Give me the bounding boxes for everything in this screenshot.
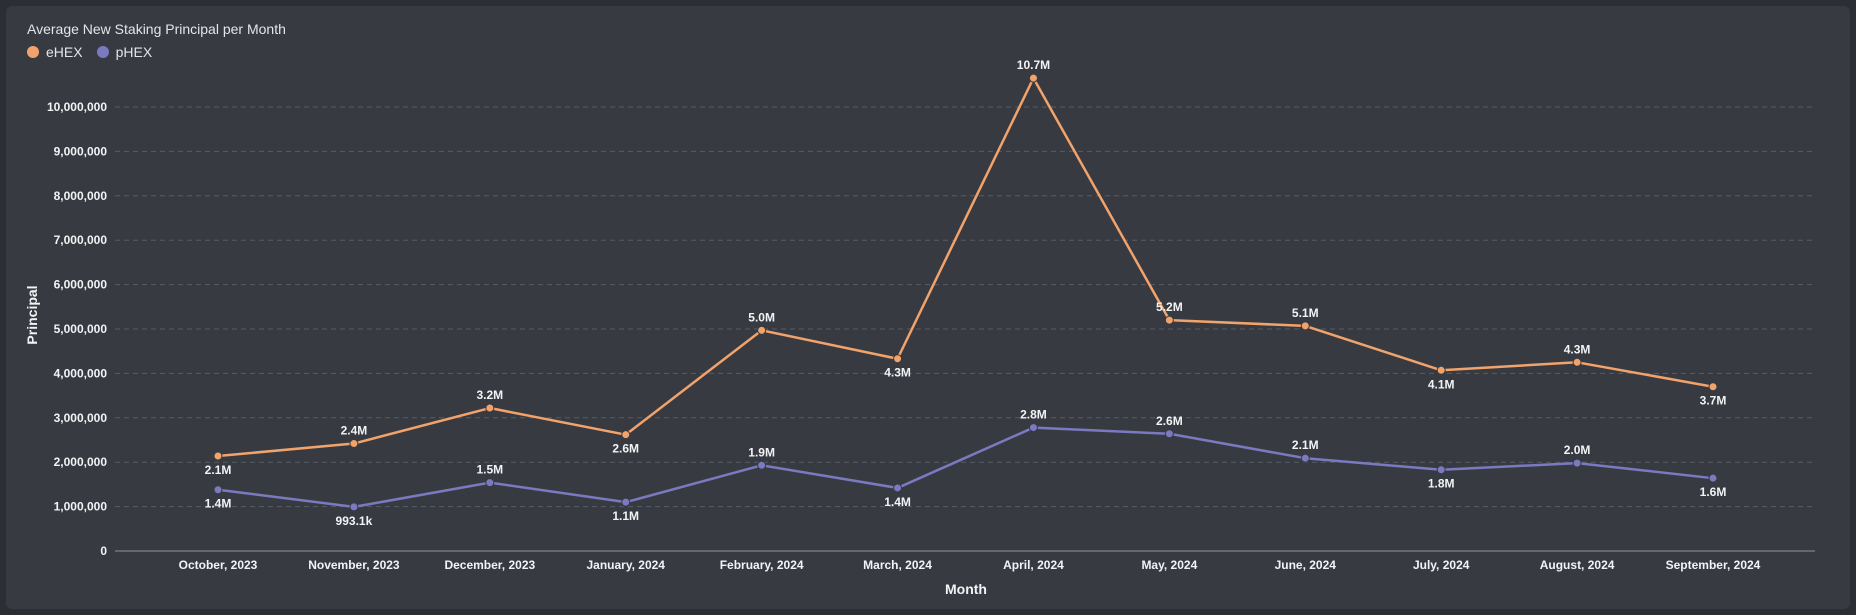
gridlines — [115, 106, 1815, 508]
data-point — [1436, 465, 1446, 475]
y-tick-label: 4,000,000 — [54, 366, 108, 380]
y-tick-label: 8,000,000 — [54, 189, 108, 203]
data-label: 2.6M — [1156, 414, 1183, 428]
x-tick-label: July, 2024 — [1413, 558, 1470, 572]
data-label: 1.8M — [1428, 477, 1455, 491]
data-label: 5.2M — [1156, 300, 1183, 314]
legend-dot-phex — [96, 46, 109, 58]
data-label: 1.5M — [476, 463, 503, 477]
data-point — [213, 485, 223, 495]
x-tick-label: September, 2024 — [1666, 558, 1761, 572]
data-label: 2.1M — [1292, 438, 1319, 452]
data-label: 993.1k — [336, 514, 373, 528]
y-tick-label: 2,000,000 — [54, 455, 108, 469]
data-point — [1164, 429, 1174, 439]
data-label: 5.0M — [748, 310, 775, 324]
data-point — [1708, 473, 1718, 483]
data-point — [893, 354, 903, 364]
data-label: 10.7M — [1017, 58, 1050, 72]
y-tick-label: 5,000,000 — [54, 322, 108, 336]
y-tick-label: 6,000,000 — [54, 278, 108, 292]
data-label: 2.6M — [612, 442, 639, 456]
data-point — [621, 430, 631, 440]
data-label: 2.8M — [1020, 408, 1047, 422]
data-point — [1436, 365, 1446, 375]
data-point — [349, 502, 359, 512]
x-tick-label: March, 2024 — [863, 558, 932, 572]
x-tick-label: December, 2023 — [444, 558, 535, 572]
y-tick-label: 7,000,000 — [54, 233, 108, 247]
data-label: 5.1M — [1292, 306, 1319, 320]
x-tick-label: May, 2024 — [1141, 558, 1197, 572]
data-label: 2.0M — [1564, 443, 1591, 457]
x-tick-label: April, 2024 — [1003, 558, 1064, 572]
data-point — [1708, 382, 1718, 392]
x-axis: October, 2023 November, 2023 December, 202… — [115, 550, 1815, 572]
data-point — [757, 460, 767, 470]
data-label: 3.2M — [476, 388, 503, 402]
data-label: 4.3M — [1564, 342, 1591, 356]
data-point — [1572, 458, 1582, 468]
y-tick-label: 9,000,000 — [54, 144, 108, 158]
series-line-ehex — [217, 76, 1714, 458]
data-point — [1572, 357, 1582, 367]
data-point — [1300, 453, 1310, 463]
legend-dot-ehex — [27, 46, 39, 58]
data-label: 4.3M — [884, 366, 911, 380]
x-tick-label: February, 2024 — [720, 558, 804, 572]
data-point — [1028, 423, 1038, 433]
data-point — [349, 439, 359, 449]
x-tick-label: January, 2024 — [586, 558, 665, 572]
y-tick-label: 3,000,000 — [54, 411, 108, 425]
data-label: 2.4M — [341, 424, 368, 438]
data-point — [1028, 73, 1038, 83]
data-label: 3.7M — [1700, 394, 1727, 408]
data-label: 4.1M — [1428, 377, 1455, 391]
data-label: 1.4M — [884, 495, 911, 509]
x-tick-label: October, 2023 — [179, 558, 258, 572]
data-label: 1.6M — [1700, 485, 1727, 499]
legend: eHEX pHEX — [27, 44, 166, 60]
data-point — [1164, 315, 1174, 325]
x-tick-label: November, 2023 — [308, 558, 400, 572]
y-axis-title: Principal — [24, 285, 40, 344]
y-tick-label: 0 — [100, 544, 107, 558]
series-group: 2.1M 2.4M 3.2M 2.6M 5.0M 4.3M 10.7M 5.2M 5.1M 4.1… — [205, 58, 1727, 528]
legend-label-ehex: eHEX — [46, 44, 83, 60]
legend-label-phex: pHEX — [115, 44, 153, 60]
data-point — [485, 403, 495, 413]
data-label: 1.1M — [612, 509, 639, 523]
series-line-phex — [217, 426, 1714, 509]
data-point — [1300, 321, 1310, 331]
chart-title: Average New Staking Principal per Month — [27, 21, 286, 37]
data-point — [893, 483, 903, 493]
data-label: 1.4M — [205, 497, 232, 511]
y-axis: 0 1,000,000 2,000,000 3,000,000 4,000,000 5,0… — [47, 100, 107, 558]
y-tick-label: 1,000,000 — [54, 500, 108, 514]
data-label: 1.9M — [748, 445, 775, 459]
legend-item-ehex[interactable]: eHEX — [27, 44, 83, 60]
x-axis-title: Month — [945, 581, 987, 597]
data-point — [621, 497, 631, 507]
x-tick-label: August, 2024 — [1540, 558, 1615, 572]
legend-item-phex[interactable]: pHEX — [96, 44, 153, 60]
y-tick-label: 10,000,000 — [47, 100, 107, 114]
data-point — [757, 325, 767, 335]
x-tick-label: June, 2024 — [1275, 558, 1337, 572]
data-label: 2.1M — [205, 463, 232, 477]
data-point — [213, 451, 223, 461]
data-point — [485, 478, 495, 488]
